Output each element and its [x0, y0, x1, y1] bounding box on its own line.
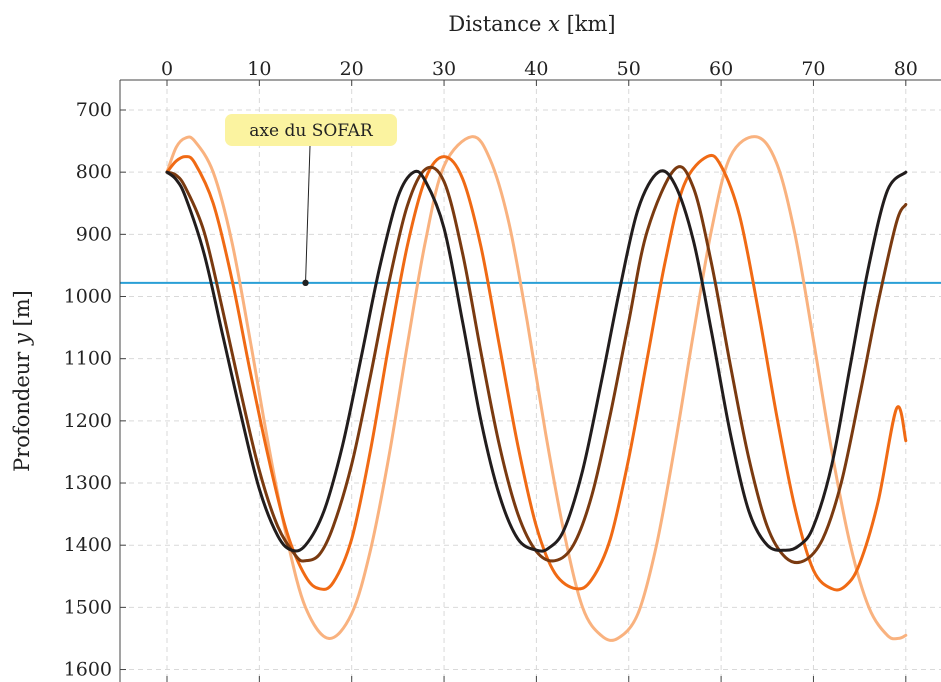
- y-tick-label: 1300: [64, 472, 112, 494]
- x-tick-label: 50: [617, 58, 641, 80]
- x-tick-label: 70: [801, 58, 825, 80]
- annotation-box: [225, 114, 397, 146]
- ray-line-3: [165, 153, 908, 592]
- y-tick-label: 1500: [64, 596, 112, 618]
- ray-line-4: [165, 135, 908, 642]
- y-axis-title: Profondeur y [m]: [10, 290, 34, 472]
- x-tick-label: 60: [709, 58, 733, 80]
- y-tick-label: 1000: [64, 286, 112, 308]
- annotation-point: [302, 279, 309, 287]
- series-layer: [165, 135, 908, 642]
- annotation-label: axe du SOFAR: [249, 121, 374, 141]
- y-tick-label: 1600: [64, 659, 112, 681]
- y-tick-label: 1400: [64, 534, 112, 556]
- ray-line-1: [165, 169, 908, 553]
- plot-area: [120, 80, 941, 682]
- x-tick-label: 40: [524, 58, 548, 80]
- x-tick-label: 10: [247, 58, 271, 80]
- y-tick-label: 800: [76, 161, 112, 183]
- annotation-leader-line: [305, 145, 311, 283]
- annotation-layer: axe du SOFAR: [225, 114, 397, 287]
- y-tick-label: 1200: [64, 410, 112, 432]
- ticks-layer: 0 10 20 30 40 50 60 70 80 700 800 900 1000 1100 1200 13…: [64, 58, 941, 682]
- x-tick-label: 30: [432, 58, 456, 80]
- x-tick-label: 80: [894, 58, 918, 80]
- x-axis-title: Distance x [km]: [448, 12, 615, 36]
- y-tick-label: 700: [76, 99, 112, 121]
- y-tick-label: 1100: [64, 348, 112, 370]
- x-tick-label: 20: [340, 58, 364, 80]
- ray-line-2: [165, 165, 908, 565]
- grid: [120, 80, 941, 682]
- y-tick-label: 900: [76, 223, 112, 245]
- x-tick-label: 0: [161, 58, 173, 80]
